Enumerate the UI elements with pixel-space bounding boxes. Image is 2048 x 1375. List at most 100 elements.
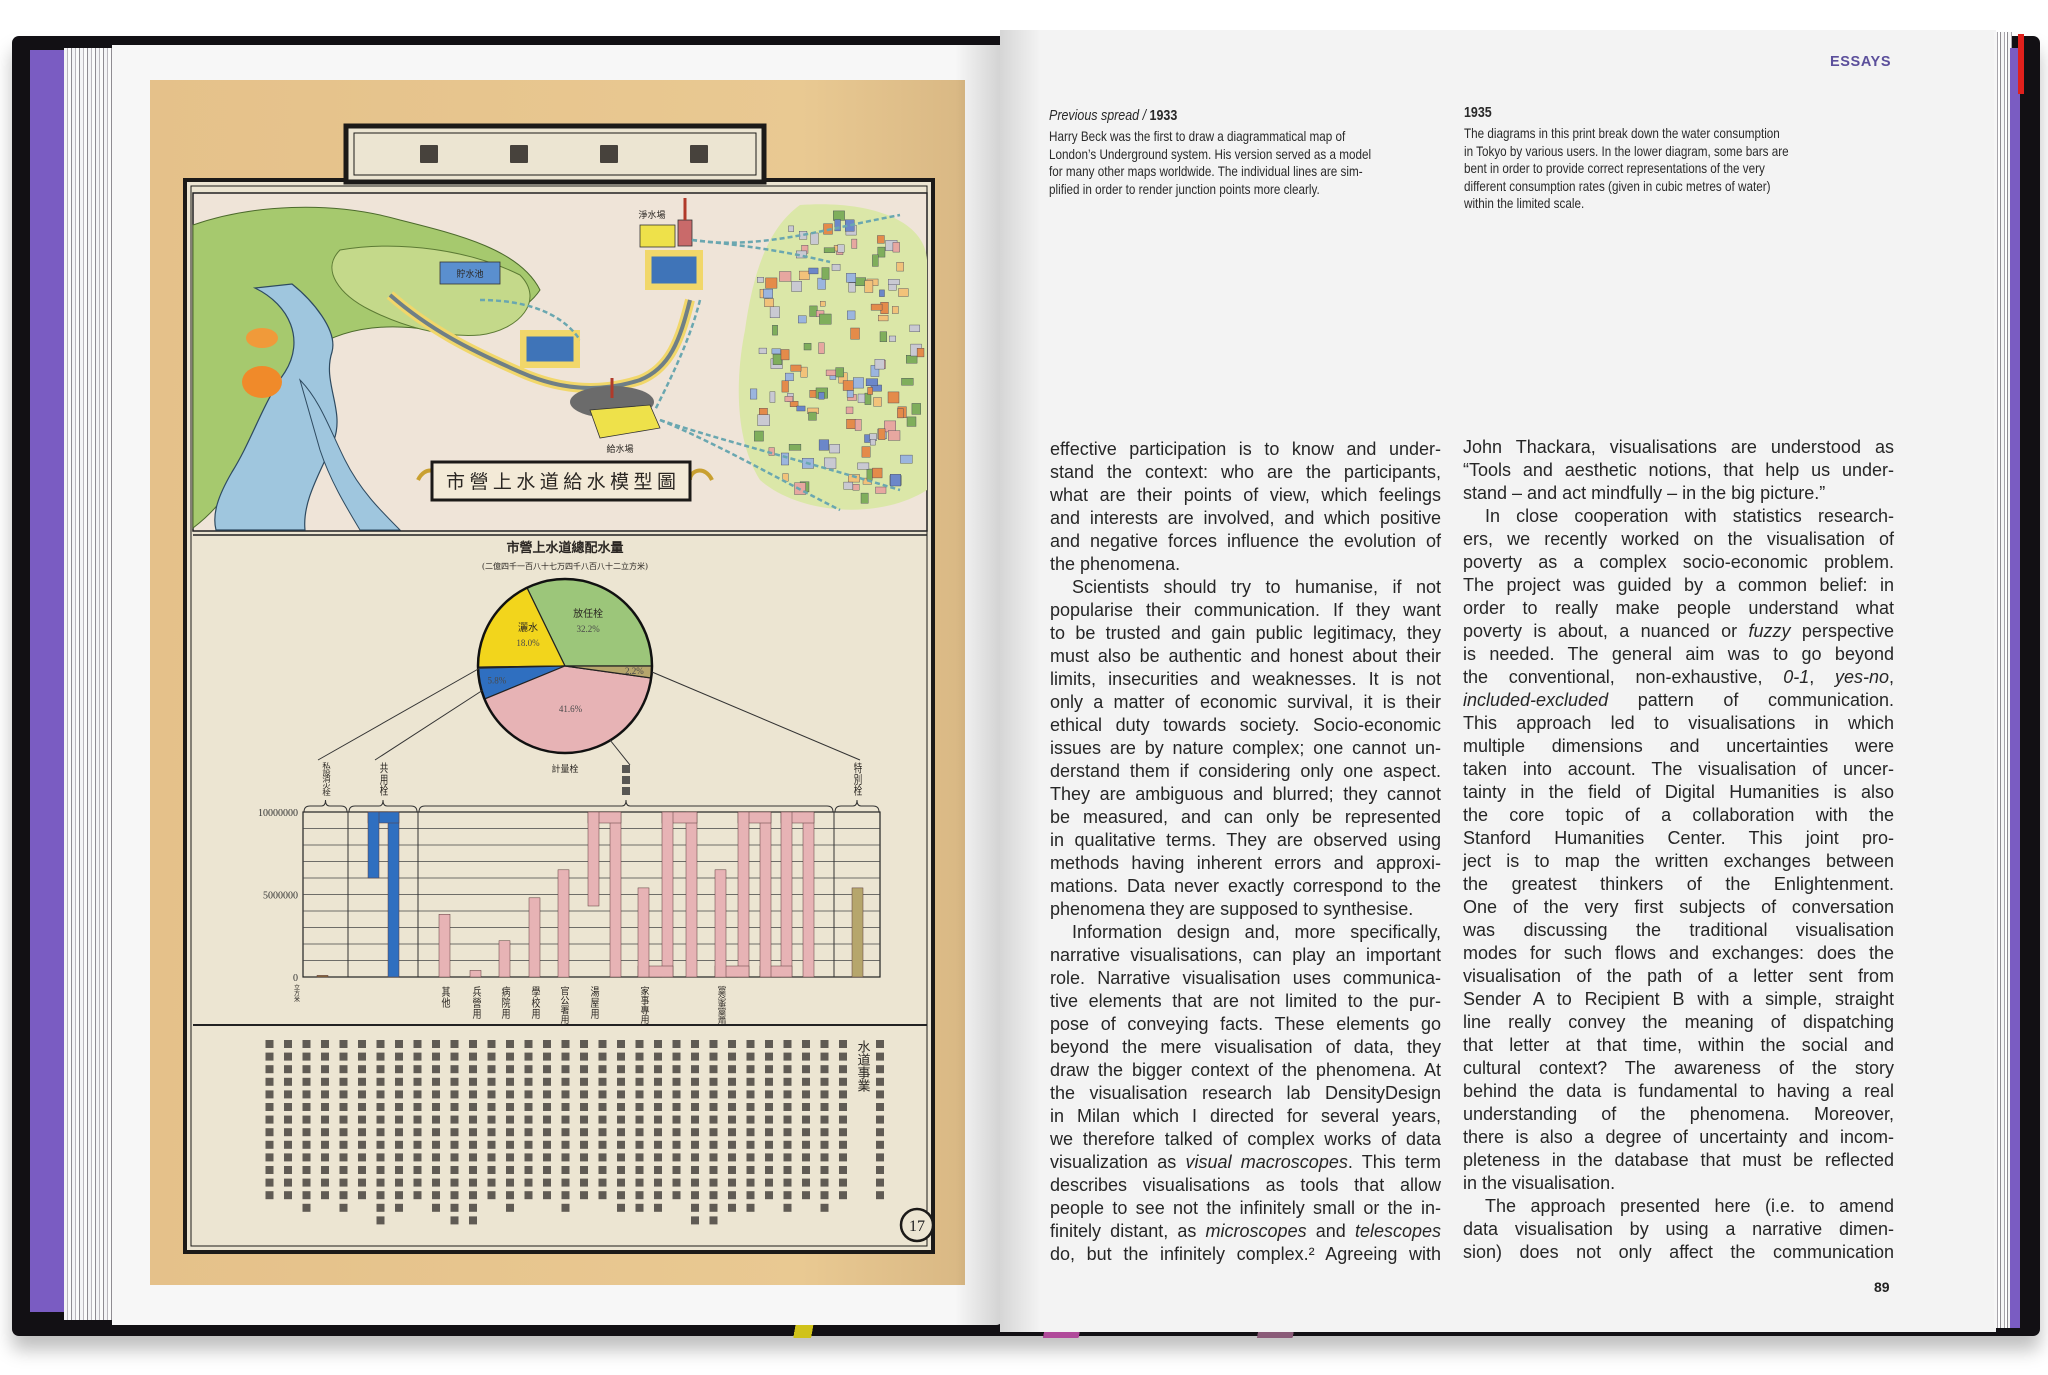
city-buildings <box>750 210 925 504</box>
body-text-line: This approach led to visualisations in w… <box>1463 713 1894 733</box>
body-text-line: sion) does not only affect the communica… <box>1463 1242 1894 1262</box>
city-building <box>754 430 764 442</box>
text-heading: 水道事業 <box>855 1040 871 1092</box>
body-text-line: line really convey the meaning of dispat… <box>1463 1012 1894 1032</box>
body-text-line: stand the context: who are the participa… <box>1050 462 1441 482</box>
body-text-line: data visualisation by using a narrative … <box>1463 1219 1894 1239</box>
text-run: finitely distant, as <box>1050 1221 1206 1241</box>
body-text-line: poverty is about, a nuanced or fuzzy per… <box>1463 620 1894 643</box>
body-text-line: visualisation of the path of a letter se… <box>1463 966 1894 986</box>
body-text-line: effective participation is to know and u… <box>1050 439 1441 459</box>
body-text-line: pose of conveying facts. These elements … <box>1050 1014 1441 1034</box>
city-building <box>781 452 789 466</box>
body-text-line: the greatest thinkers of the Enlightenme… <box>1463 874 1894 894</box>
bar: 家事專用 <box>637 811 698 1025</box>
city-building <box>850 327 860 340</box>
city-building <box>846 390 854 398</box>
page-edge-purple <box>30 50 66 1312</box>
city-building <box>789 401 799 407</box>
city-building <box>843 481 853 490</box>
section-label: ESSAYS <box>1830 54 1892 70</box>
city-building <box>769 306 780 319</box>
bar-category-label: 官公署用 <box>559 985 570 1025</box>
body-text-line: Scientists should try to humanise, if no… <box>1072 577 1441 597</box>
city-building <box>829 444 840 454</box>
city-building <box>898 288 909 297</box>
bar: 病院用 <box>498 940 511 1020</box>
city-building <box>779 271 792 282</box>
city-building <box>909 324 920 333</box>
italic-term: microscopes <box>1205 1221 1307 1241</box>
city-building <box>772 325 778 336</box>
map-title-plaque: 市營上水道給水模型圖 <box>416 460 714 502</box>
body-text-line: poverty as a complex socio-economic prob… <box>1463 552 1894 572</box>
pie-slice-label: 放任栓 <box>573 607 603 620</box>
bar: 官公署用 <box>557 869 570 1025</box>
body-text-line: to be trusted and gain public legitimacy… <box>1050 623 1441 643</box>
city-building <box>887 391 900 404</box>
text-run: pattern of communication. <box>1608 690 1894 710</box>
chart-subtitle: (二億四千一百八十七万四千八百八十二立方米) <box>482 561 648 571</box>
y-tick-label: 5000000 <box>263 891 298 902</box>
city-building <box>861 446 871 458</box>
text-run: . This term <box>1347 1152 1441 1172</box>
italic-term: yes-no <box>1834 667 1889 687</box>
body-text-line: John Thackara, visualisations are unders… <box>1463 437 1894 457</box>
body-text-line: phenomena they are supposed to synthesis… <box>1050 899 1414 919</box>
caption-heading: 1935 <box>1464 103 1789 125</box>
cover-accent <box>2018 34 2024 94</box>
city-building <box>906 416 917 427</box>
bar-segment <box>316 975 329 978</box>
city-building <box>817 277 826 290</box>
caption-line: for many other maps worldwide. The indiv… <box>1049 164 1363 180</box>
city-building <box>860 492 869 504</box>
body-text-line: do, but the infinitely complex.² Agreein… <box>1050 1244 1441 1264</box>
group-brace <box>303 799 348 813</box>
city-building <box>896 262 904 272</box>
city-building <box>847 310 856 320</box>
city-building <box>823 247 836 253</box>
body-text-line: only a matter of economic survival, it i… <box>1050 692 1441 712</box>
bar-segment <box>587 811 600 907</box>
body-text-line: In close cooperation with statistics res… <box>1485 506 1894 526</box>
bar-category-label: 其他 <box>440 986 451 1009</box>
bar-segment <box>759 811 772 978</box>
body-text-line: visualization as visual macroscopes. Thi… <box>1050 1151 1441 1174</box>
city-building <box>819 313 832 325</box>
city-building <box>897 408 904 419</box>
city-building <box>852 484 860 491</box>
body-text-line: that letter at that time, within the soc… <box>1463 1035 1894 1055</box>
bar-segment <box>780 811 793 978</box>
city-building <box>879 331 887 343</box>
body-text-line: must also be authentic and honest about … <box>1050 646 1441 666</box>
city-building <box>892 306 899 314</box>
city-building <box>788 444 802 451</box>
group-label: 特別栓 <box>852 761 862 797</box>
map-label-purification-plant: 淨水場 <box>638 209 665 221</box>
caption-year: 1933 <box>1149 108 1178 124</box>
bar-category-label: 湯屋用 <box>589 986 600 1020</box>
city-building <box>845 406 854 414</box>
city-building <box>834 219 841 232</box>
gutter-shadow <box>1000 30 1040 1332</box>
body-text-line: derstand them if considering only one as… <box>1050 761 1441 781</box>
body-text-line: order to really make people understand w… <box>1463 598 1894 618</box>
right-page <box>1000 30 1996 1332</box>
body-text-line: multiple dimensions and uncertainties we… <box>1463 736 1894 756</box>
body-text-line: the phenomena. <box>1050 554 1181 574</box>
city-building <box>884 420 897 433</box>
city-building <box>790 364 802 372</box>
y-tick-label: 10000000 <box>258 808 298 819</box>
bar-segment <box>714 869 727 978</box>
text-run: poverty is about, a nuanced or <box>1463 621 1749 641</box>
plate-number-badge: 17 <box>899 1207 935 1243</box>
city-building <box>901 378 914 386</box>
city-building <box>874 359 885 370</box>
group-label: 共用栓 <box>378 762 388 797</box>
distribution-lines <box>479 213 901 512</box>
body-column-2: John Thackara, visualisations are unders… <box>1463 436 1894 1264</box>
body-text-line: tive elements that are not limited to th… <box>1050 991 1441 1011</box>
gutter-shadow <box>955 45 1005 1325</box>
body-text-line: issues are by nature complex; one cannot… <box>1050 738 1441 758</box>
bar-segment <box>438 914 451 978</box>
